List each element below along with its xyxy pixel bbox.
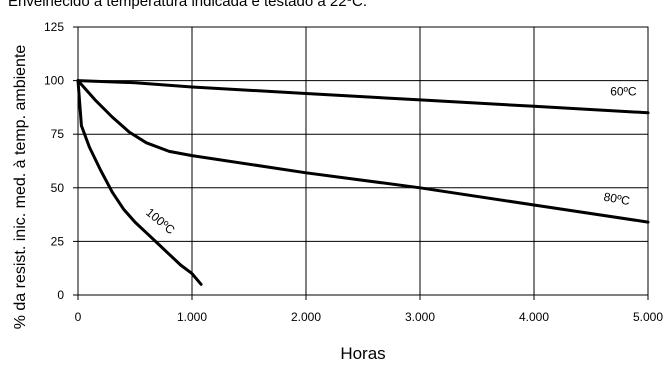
x-tick-label: 5.000 <box>633 310 663 324</box>
x-tick-label: 3.000 <box>405 310 435 324</box>
y-axis-label: % da resist. inic. med. à temp. ambiente <box>12 45 29 330</box>
y-tick-label: 100 <box>44 74 64 88</box>
plot-area <box>77 26 649 296</box>
series-line-2 <box>76 79 203 286</box>
y-tick-label: 50 <box>51 181 65 195</box>
y-tick-label: 0 <box>57 288 64 302</box>
series-label: 60ºC <box>610 85 637 99</box>
y-axis-ticks: 0 25 50 75 100 125 <box>44 20 78 302</box>
x-tick-label: 2.000 <box>291 310 321 324</box>
series-line-1 <box>76 79 650 224</box>
series-group <box>76 79 650 286</box>
y-tick-label: 125 <box>44 20 64 34</box>
x-tick-label: 1.000 <box>177 310 207 324</box>
y-tick-label: 25 <box>51 234 65 248</box>
x-tick-label: 4.000 <box>519 310 549 324</box>
series-line-0 <box>76 79 650 115</box>
y-tick-label: 75 <box>51 127 65 141</box>
grid <box>77 26 649 296</box>
chart-title: Envelhecido à temperatura indicada e tes… <box>8 0 368 10</box>
x-axis-label: Horas <box>340 344 385 363</box>
x-axis-ticks: 0 1.000 2.000 3.000 4.000 5.000 <box>75 295 663 324</box>
series-label: 80ºC <box>603 190 632 208</box>
x-tick-label: 0 <box>75 310 82 324</box>
